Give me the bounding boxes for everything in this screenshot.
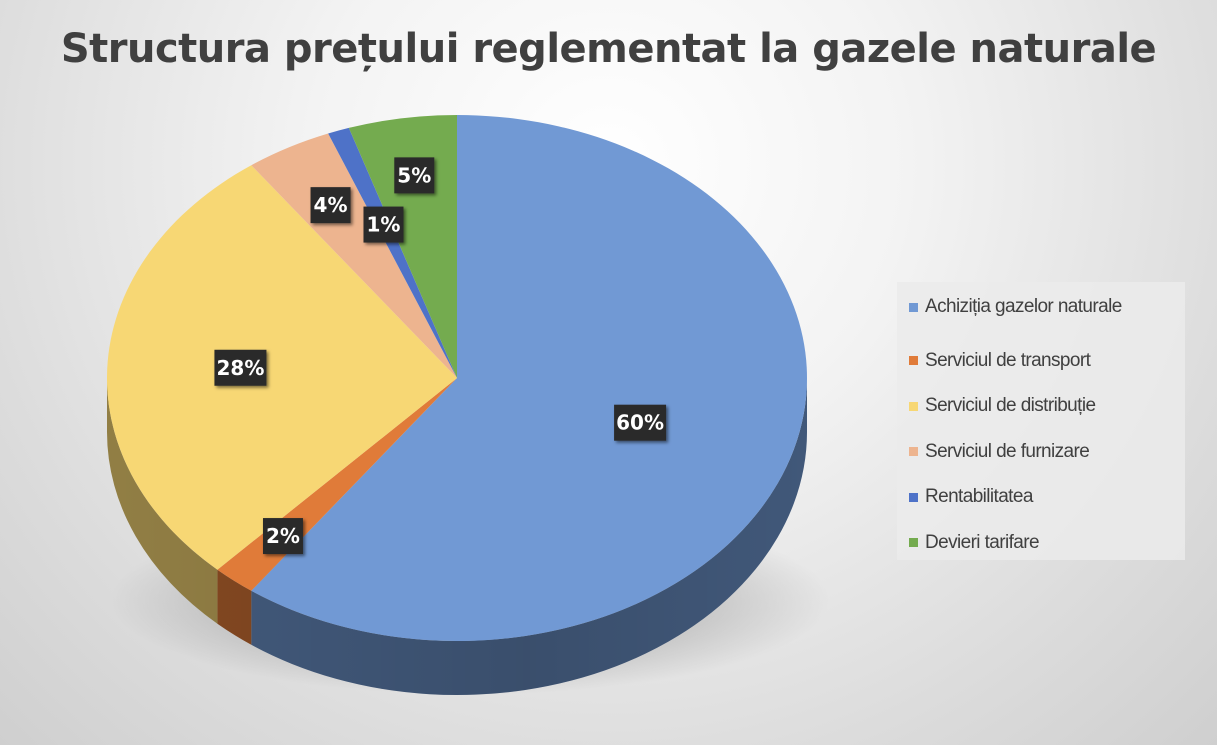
legend-label: Serviciul de transport: [925, 349, 1091, 371]
data-label-3: 4%: [310, 187, 351, 224]
legend-item: Serviciul de transport: [909, 320, 1185, 384]
data-label-2: 28%: [214, 349, 267, 386]
data-label-0: 60%: [614, 404, 667, 441]
data-label-text-4: 1%: [367, 213, 401, 237]
data-label-5: 5%: [394, 157, 435, 194]
legend-swatch: [909, 447, 918, 457]
chart-title: Structura prețului reglementat la gazele…: [60, 26, 1157, 72]
legend-label: Rentabilitatea: [925, 486, 1033, 508]
pie-slice-4: [328, 127, 457, 379]
data-label-bg-1: [262, 518, 303, 555]
legend-item: Serviciul de distribuție: [909, 366, 1185, 430]
data-label-bg-3: [310, 187, 351, 224]
pie-slice-2: [107, 165, 457, 570]
legend-swatch: [909, 538, 918, 548]
data-label-1: 2%: [262, 518, 303, 555]
legend-item: Devieri tarifare: [909, 502, 1185, 566]
legend-swatch: [909, 302, 918, 312]
pie-slice-3: [251, 133, 457, 378]
data-label-text-2: 28%: [216, 356, 264, 380]
pie-slice-0: [251, 115, 807, 642]
legend-item: Serviciul de furnizare: [909, 411, 1185, 475]
legend-swatch: [909, 356, 918, 366]
legend-label: Devieri tarifare: [925, 531, 1040, 553]
data-label-text-5: 5%: [397, 163, 431, 187]
legend-swatch: [909, 492, 918, 502]
pie-side-shading: [107, 378, 807, 695]
legend-label: Serviciul de furnizare: [925, 440, 1090, 462]
legend-item: Achiziția gazelor naturale: [909, 293, 1185, 321]
legend-label: Serviciul de distribuție: [925, 395, 1096, 417]
data-label-text-3: 4%: [314, 193, 348, 217]
data-label-bg-4: [363, 206, 404, 243]
data-label-4: 1%: [363, 206, 404, 243]
legend-label: Achiziția gazelor naturale: [925, 296, 1122, 317]
data-label-bg-2: [214, 349, 267, 386]
data-label-bg-0: [614, 404, 667, 441]
legend-swatch: [909, 401, 918, 411]
data-label-bg-5: [394, 157, 435, 194]
data-label-text-1: 2%: [266, 524, 300, 548]
data-label-text-0: 60%: [616, 411, 664, 435]
legend-item: Rentabilitatea: [909, 457, 1185, 521]
legend: Achiziția gazelor naturale Serviciul de t…: [897, 282, 1185, 560]
